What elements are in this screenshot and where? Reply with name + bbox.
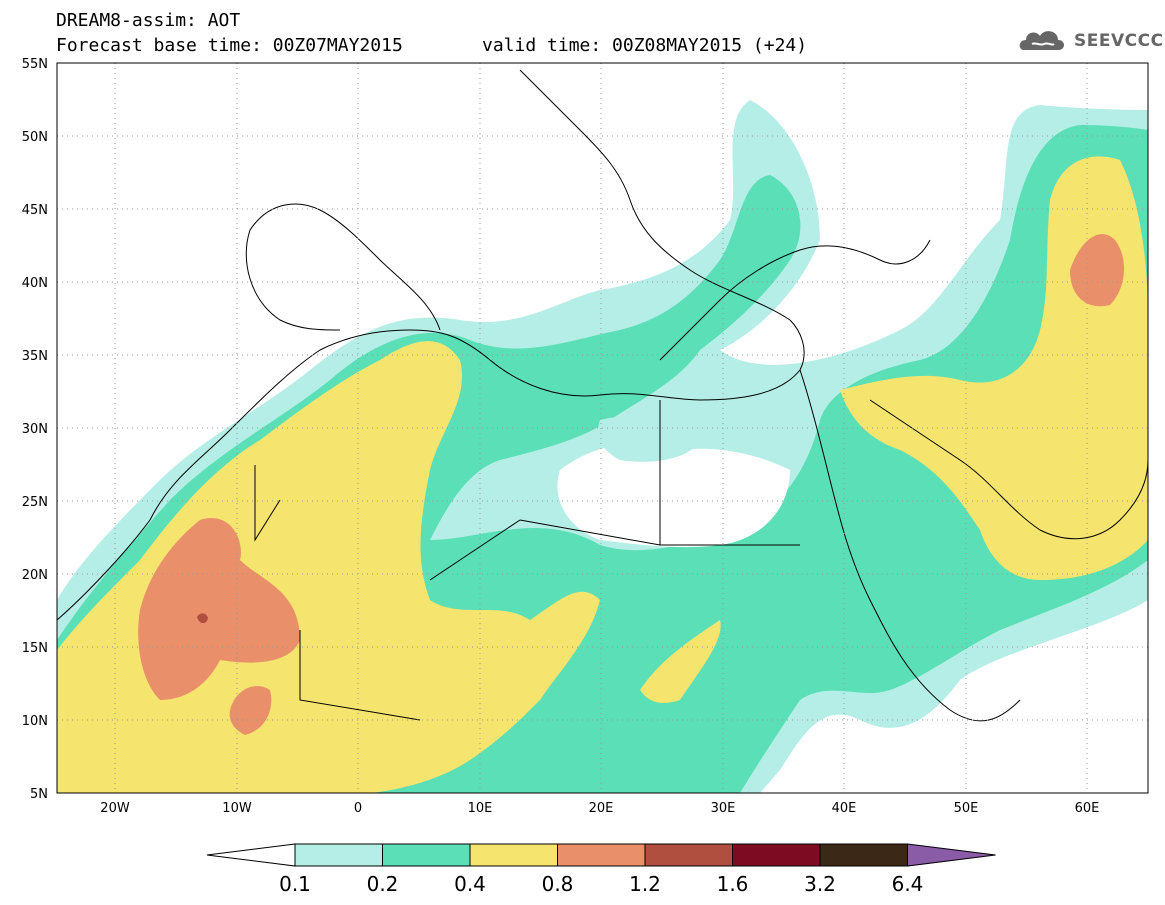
latitude-labels: 55N 50N 45N 40N 35N 30N 25N 20N 15N 10N …: [22, 57, 48, 802]
aot-contour-1.2: [197, 613, 208, 624]
lat-label: 35N: [22, 349, 48, 364]
lat-label: 40N: [22, 276, 48, 291]
aot-contour-0.8: [1070, 234, 1125, 307]
colorbar-label: 6.4: [891, 872, 924, 896]
colorbar-segment: [732, 843, 821, 867]
lon-label: 10W: [222, 801, 252, 816]
colorbar-label: 1.6: [716, 872, 749, 896]
colorbar-label: 0.8: [541, 872, 574, 896]
colorbar-label: 1.2: [629, 872, 661, 896]
colorbar-segment: [557, 843, 646, 867]
lon-label: 30E: [711, 801, 736, 816]
lat-label: 45N: [22, 203, 48, 218]
lat-label: 55N: [22, 57, 48, 72]
colorbar-low-triangle: [206, 843, 296, 867]
forecast-base-time: Forecast base time: 00Z07MAY2015: [56, 35, 403, 56]
lon-label: 10E: [468, 801, 493, 816]
aot-low-patch: [557, 444, 790, 548]
lat-label: 50N: [22, 130, 48, 145]
colorbar-label: 0.2: [366, 872, 399, 896]
lon-label: 0: [354, 801, 362, 816]
coastlines: [57, 69, 1148, 722]
valid-time: valid time: 00Z08MAY2015 (+24): [482, 35, 808, 56]
colorbar-segment: [382, 843, 471, 867]
lat-label: 10N: [22, 714, 48, 729]
colorbar-segment: [644, 843, 733, 867]
aot-contour-0.8: [229, 686, 272, 735]
cloud-logo-icon: [1019, 31, 1064, 50]
aot-contour-0.8: [138, 518, 300, 700]
aot-low-patch: [598, 416, 700, 462]
lat-label: 5N: [30, 787, 48, 802]
colorbar-label: 3.2: [804, 872, 836, 896]
lon-label: 60E: [1075, 801, 1100, 816]
map-title: DREAM8-assim: AOT: [56, 10, 241, 31]
lat-label: 20N: [22, 568, 48, 583]
colorbar-segment: [469, 843, 558, 867]
lat-label: 30N: [22, 422, 48, 437]
colorbar: [206, 843, 996, 867]
colorbar-segment: [294, 843, 383, 867]
lat-label: 15N: [22, 641, 48, 656]
map-frame: [56, 62, 1149, 794]
grid: [57, 63, 1148, 793]
lon-label: 20W: [100, 801, 130, 816]
lon-label: 50E: [954, 801, 979, 816]
colorbar-label: 0.1: [279, 872, 311, 896]
lon-label: 40E: [832, 801, 857, 816]
lon-label: 20E: [589, 801, 614, 816]
colorbar-segment: [819, 843, 908, 867]
logo-text: SEEVCCC: [1074, 31, 1164, 51]
colorbar-high-triangle: [907, 843, 996, 867]
aot-contour-0.4: [840, 156, 1148, 581]
aot-contour-0.4: [640, 620, 721, 703]
lat-label: 25N: [22, 495, 48, 510]
colorbar-label: 0.4: [454, 872, 486, 896]
longitude-labels: 20W 10W 0 10E 20E 30E 40E 50E 60E: [100, 801, 1099, 816]
